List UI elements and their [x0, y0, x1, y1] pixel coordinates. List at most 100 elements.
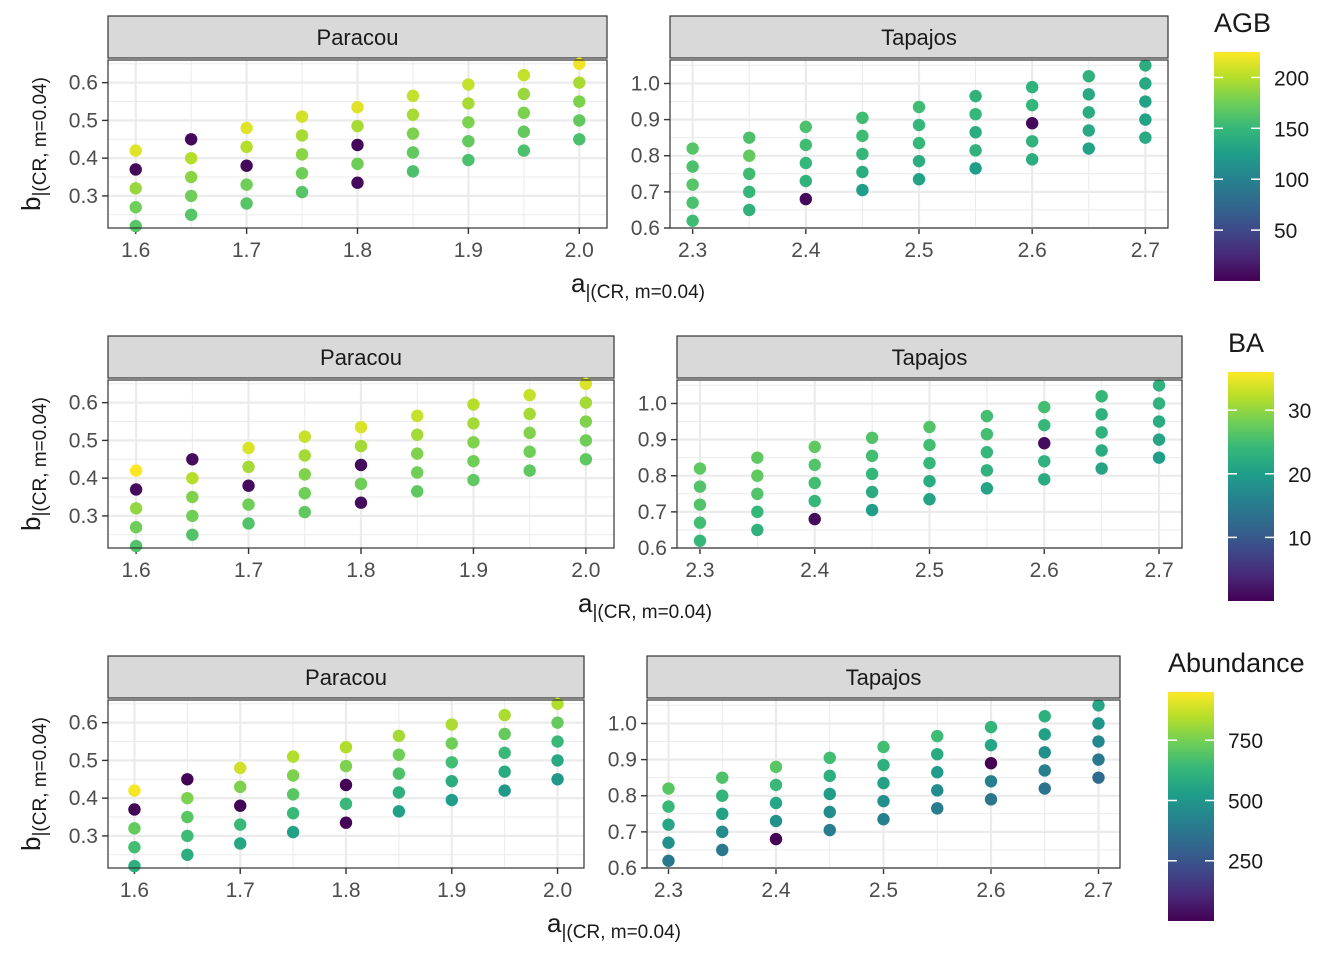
facet-paracou: Paracou 1.6 1.7 1.8 1.9 2.0 0.3 0.4 0.5 0.6	[69, 655, 585, 902]
scatter-point	[128, 841, 141, 854]
scatter-point	[339, 797, 353, 811]
scatter-point	[1082, 124, 1095, 137]
x-tick-label: 1.9	[459, 559, 488, 582]
scatter-point	[573, 133, 586, 146]
scatter-point	[184, 170, 198, 184]
colorbar-gradient	[1168, 692, 1214, 921]
scatter-point	[716, 807, 729, 821]
scatter-point	[406, 165, 420, 178]
scatter-point	[751, 469, 764, 482]
y-tick-label: 0.4	[69, 467, 99, 490]
scatter-point	[445, 718, 458, 731]
scatter-point	[1152, 451, 1166, 464]
y-tick-label: 0.6	[638, 537, 667, 560]
x-axis-label: a|(CR, m=0.04)	[547, 908, 681, 943]
y-tick-label: 0.6	[631, 217, 660, 240]
scatter-point	[234, 818, 247, 831]
scatter-point	[517, 106, 531, 120]
scatter-point	[523, 445, 536, 458]
scatter-point	[808, 512, 821, 526]
scatter-point	[751, 451, 764, 464]
scatter-point	[980, 464, 994, 477]
panel-border	[107, 59, 608, 229]
colorbar-tick-label: 750	[1228, 730, 1263, 753]
scatter-point	[662, 782, 675, 795]
scatter-point	[242, 460, 255, 474]
scatter-point	[856, 111, 869, 125]
scatter-point	[877, 794, 890, 808]
y-tick-label: 0.8	[638, 465, 667, 488]
scatter-point	[743, 203, 756, 217]
scatter-point	[406, 108, 420, 121]
scatter-point	[931, 729, 944, 743]
scatter-point	[579, 415, 593, 428]
scatter-point	[969, 107, 982, 121]
x-tick-label: 1.8	[331, 879, 360, 902]
scatter-point	[912, 136, 926, 150]
scatter-point	[498, 765, 511, 778]
scatter-point	[445, 774, 458, 788]
x-tick-label: 1.9	[454, 239, 483, 262]
scatter-point	[339, 759, 353, 773]
scatter-point	[877, 776, 890, 790]
scatter-point	[686, 178, 699, 191]
scatter-point	[579, 434, 593, 447]
y-tick-label: 1.0	[638, 392, 667, 415]
scatter-point	[128, 822, 141, 835]
scatter-point	[1139, 59, 1152, 72]
scatter-point	[808, 458, 821, 472]
scatter-point	[1092, 735, 1105, 748]
x-tick-label: 2.5	[869, 879, 898, 902]
scatter-point	[467, 436, 480, 449]
scatter-point	[743, 167, 756, 181]
scatter-point	[411, 428, 424, 441]
colorbar-tick-label: 100	[1274, 169, 1309, 192]
scatter-point	[984, 720, 998, 734]
scatter-point	[1082, 70, 1095, 83]
scatter-point	[912, 173, 926, 186]
scatter-point	[1038, 455, 1051, 468]
scatter-point	[799, 192, 813, 206]
scatter-point	[467, 473, 480, 487]
scatter-point	[865, 485, 879, 499]
scatter-point	[1139, 95, 1152, 108]
scatter-point	[1139, 77, 1152, 90]
scatter-point	[523, 388, 536, 402]
scatter-point	[984, 757, 998, 770]
scatter-point	[242, 517, 255, 530]
y-tick-label: 0.3	[69, 185, 98, 208]
x-tick-label: 2.0	[543, 879, 572, 902]
scatter-point	[1025, 153, 1039, 166]
scatter-point	[1038, 400, 1051, 414]
colorbar-title: AGB	[1214, 8, 1271, 38]
colorbar: Abundance 250 500 750	[1168, 648, 1305, 921]
x-tick-label: 2.5	[915, 559, 944, 582]
scatter-point	[769, 778, 783, 792]
scatter-point	[573, 57, 586, 70]
scatter-point	[1038, 728, 1051, 741]
facet-tapajos: Tapajos 2.3 2.4 2.5 2.6 2.7 0.6 0.7 0.8 0.9 1.0	[608, 655, 1121, 902]
scatter-point	[573, 95, 586, 108]
scatter-point	[242, 479, 255, 492]
x-tick-label: 2.0	[565, 239, 594, 262]
scatter-point	[411, 466, 424, 479]
y-tick-label: 0.9	[638, 429, 667, 452]
scatter-point	[392, 786, 406, 799]
scatter-point	[298, 487, 311, 500]
panel-border	[676, 379, 1183, 549]
scatter-point	[751, 505, 764, 519]
scatter-point	[877, 813, 890, 826]
scatter-point	[339, 740, 353, 754]
scatter-point	[1092, 753, 1105, 766]
scatter-point	[354, 477, 368, 491]
scatter-point	[129, 464, 143, 477]
scatter-point	[865, 449, 879, 463]
scatter-point	[931, 784, 944, 797]
colorbar: BA 10 20 30	[1228, 328, 1311, 601]
scatter-point	[498, 727, 511, 741]
scatter-point	[969, 126, 982, 139]
y-tick-label: 0.5	[69, 749, 98, 772]
scatter-point	[184, 189, 198, 203]
colorbar-tick-label: 500	[1228, 790, 1263, 813]
scatter-point	[184, 208, 198, 221]
